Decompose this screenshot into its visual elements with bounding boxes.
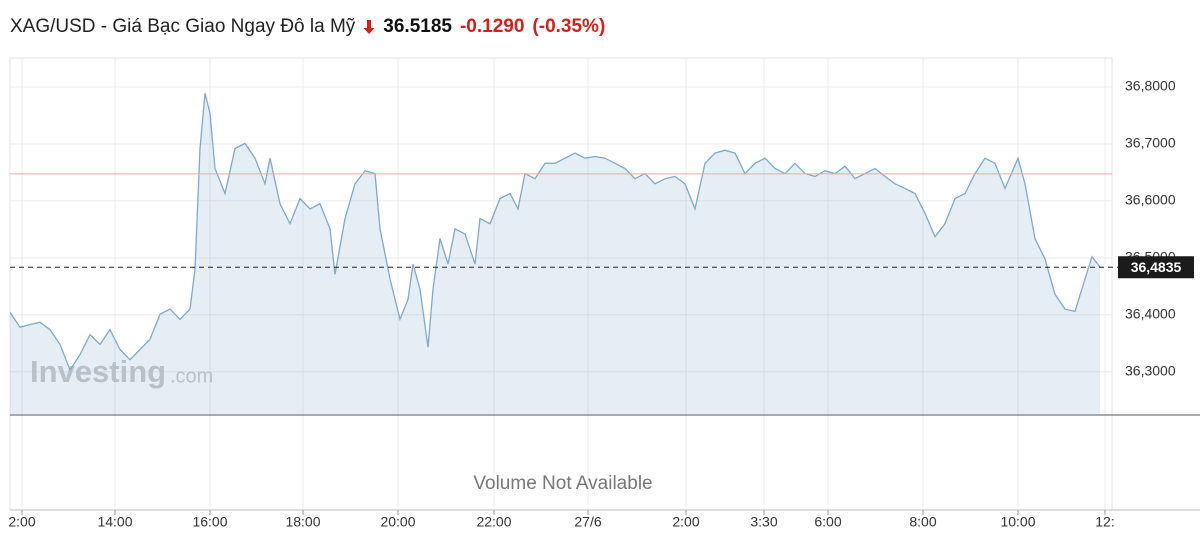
y-tick-label: 36,8000 [1125,78,1176,94]
header: XAG/USD - Giá Bạc Giao Ngay Đô la Mỹ 36.… [10,12,605,42]
symbol: XAG/USD - Giá Bạc Giao Ngay Đô la Mỹ [10,16,356,37]
change-pct: (-0.35%) [532,16,606,37]
y-tick-label: 36,6000 [1125,192,1176,208]
change: -0.1290 [459,16,525,37]
watermark-suffix: .com [170,365,213,387]
x-tick-label: 6:00 [814,514,841,530]
price-line [9,93,1101,372]
x-tick-label: 8:00 [909,514,936,530]
current-price-box [1118,256,1194,279]
x-tick-label: 20:00 [380,514,415,530]
volume-note: Volume Not Available [473,473,652,494]
x-tick-label: 12: [1095,514,1114,530]
x-tick-label: 16:00 [192,514,227,530]
watermark-brand: Investing [30,354,166,389]
x-tick-label: 27/6 [574,514,601,530]
down-arrow [363,20,375,34]
current-price-label: 36,4835 [1131,259,1182,275]
x-tick-label: 14:00 [97,514,132,530]
x-tick-label: 18:00 [285,514,320,530]
area-fill [10,93,1100,416]
y-tick-label: 36,7000 [1125,135,1176,151]
price: 36.5185 [383,16,452,37]
y-tick-label: 36,3000 [1125,362,1176,378]
x-tick-label: 22:00 [476,514,511,530]
x-tick-label: 10:00 [1000,514,1035,530]
x-tick-label: 2:00 [672,514,699,530]
x-tick-label: 2:00 [8,514,35,530]
y-tick-label: 36,4000 [1125,305,1176,321]
x-tick-label: 3:30 [750,514,777,530]
